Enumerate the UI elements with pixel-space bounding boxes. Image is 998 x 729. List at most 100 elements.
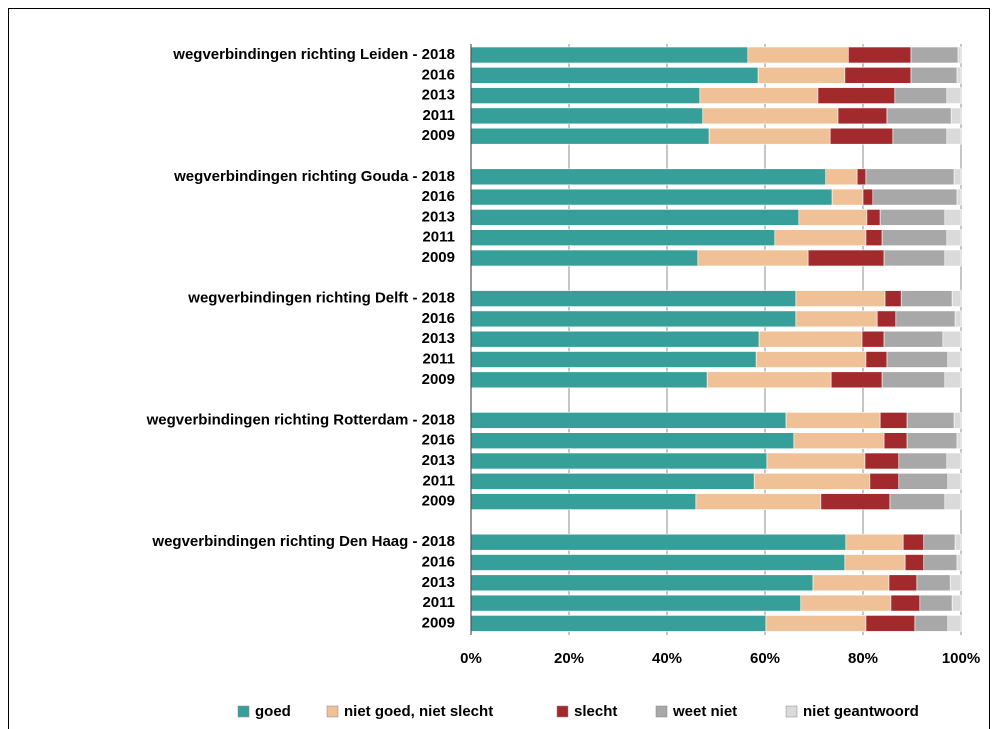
bar-segment <box>906 432 958 450</box>
bar-segment <box>865 229 883 246</box>
bar-segment <box>869 472 900 490</box>
bar-segment <box>876 310 897 328</box>
bar-segment <box>953 168 962 186</box>
bar-segment <box>702 107 839 125</box>
bar-segment <box>879 209 946 226</box>
y-tick-label: 2016 <box>422 432 455 449</box>
bar-segment <box>865 615 916 632</box>
y-tick-label: 2016 <box>422 553 455 570</box>
bar-segment <box>906 412 955 429</box>
bar-segment <box>706 371 832 389</box>
bar-segment <box>892 127 948 145</box>
bar-segment <box>950 107 962 125</box>
bar-segment <box>902 533 925 551</box>
y-tick-label: 2009 <box>422 493 455 510</box>
bar-segment <box>944 249 962 267</box>
bar-segment <box>949 574 962 592</box>
bar-segment <box>766 452 866 470</box>
legend-label: niet goed, niet slecht <box>344 703 493 720</box>
bar-segment <box>470 168 827 186</box>
bar-segment <box>904 554 925 571</box>
bar-segment <box>888 574 918 592</box>
y-tick-label: 2009 <box>422 249 455 266</box>
bar-segment <box>831 188 864 206</box>
bar-segment <box>757 67 846 84</box>
bar-segment <box>847 46 912 64</box>
bar-segment <box>947 351 962 368</box>
bar-segment <box>470 594 802 612</box>
legend-label: niet geantwoord <box>803 703 919 720</box>
x-tick-label: 0% <box>460 650 482 667</box>
bar-segment <box>956 67 962 84</box>
bar-segment <box>895 310 956 328</box>
bar-segment <box>795 290 886 307</box>
bar-segment <box>894 87 948 104</box>
y-tick-label: wegverbindingen richting Den Haag - 2018 <box>151 533 455 550</box>
bar-segment <box>844 67 912 84</box>
bar-segment <box>886 107 952 125</box>
y-tick-label: 2009 <box>422 614 455 631</box>
y-tick-label: 2011 <box>422 107 455 124</box>
bar-segment <box>470 615 767 632</box>
bar-segment <box>470 351 757 368</box>
bar-segment <box>951 594 962 612</box>
y-tick-label: 2013 <box>422 208 455 225</box>
bar-segment <box>470 127 710 145</box>
x-tick-label: 40% <box>652 650 682 667</box>
legend-swatch <box>785 705 798 718</box>
bar-segment <box>758 330 863 348</box>
bar-segment <box>470 554 846 571</box>
bar-segment <box>919 594 953 612</box>
y-tick-label: 2013 <box>422 330 455 347</box>
bar-segment <box>470 574 814 592</box>
bar-segment <box>470 412 787 429</box>
bar-segment <box>944 209 962 226</box>
bar-segment <box>800 594 892 612</box>
bar-segment <box>954 533 962 551</box>
legend-label: goed <box>255 703 291 720</box>
legend-swatch <box>326 705 339 718</box>
legend-swatch <box>556 705 569 718</box>
y-tick-label: wegverbindingen richting Leiden - 2018 <box>172 46 455 63</box>
bar-segment <box>946 452 962 470</box>
bar-segment <box>765 615 867 632</box>
bar-segment <box>883 249 946 267</box>
bar-segment <box>470 87 701 104</box>
bar-segment <box>881 229 948 246</box>
bar-segment <box>470 432 795 450</box>
legend-swatch <box>237 705 250 718</box>
bar-segment <box>817 87 896 104</box>
bar-segment <box>798 209 868 226</box>
bar-segment <box>864 452 900 470</box>
x-tick-label: 80% <box>848 650 878 667</box>
y-tick-label: wegverbindingen richting Gouda - 2018 <box>173 168 455 185</box>
bar-segment <box>890 594 921 612</box>
bar-segment <box>883 330 944 348</box>
bar-segment <box>470 188 833 206</box>
bar-segment <box>774 229 867 246</box>
bar-segment <box>866 209 881 226</box>
bar-segment <box>910 67 958 84</box>
bar-segment <box>898 452 948 470</box>
y-tick-label: wegverbindingen richting Delft - 2018 <box>187 290 455 307</box>
bar-segment <box>845 533 904 551</box>
bar-segment <box>944 371 962 389</box>
bar-segment <box>872 188 958 206</box>
bar-segment <box>916 574 951 592</box>
y-tick-label: 2011 <box>422 350 455 367</box>
y-tick-label: 2013 <box>422 452 455 469</box>
y-tick-label: 2011 <box>422 594 455 611</box>
bar-segment <box>470 46 749 64</box>
bar-segment <box>954 310 962 328</box>
bar-segment <box>699 87 819 104</box>
bar-segment <box>956 188 962 206</box>
bar-segment <box>900 290 953 307</box>
bar-segment <box>884 290 902 307</box>
bar-segment <box>944 493 962 510</box>
bar-segment <box>793 432 885 450</box>
bar-segment <box>953 412 962 429</box>
bar-segment <box>785 412 881 429</box>
bar-segment <box>947 472 962 490</box>
bar-segment <box>753 472 871 490</box>
